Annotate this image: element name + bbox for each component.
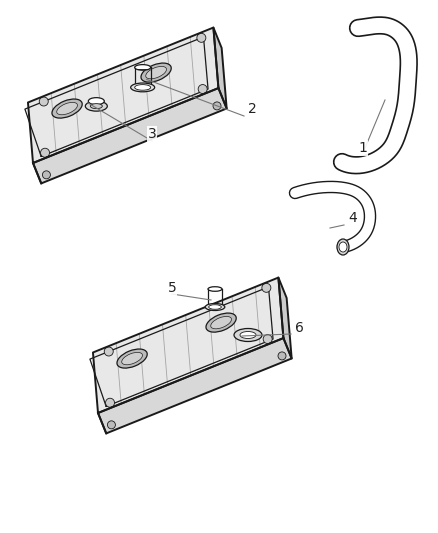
Text: 1: 1	[358, 141, 367, 155]
Ellipse shape	[208, 305, 221, 309]
Polygon shape	[28, 28, 219, 163]
Ellipse shape	[234, 328, 262, 342]
Text: 6: 6	[295, 321, 304, 335]
Text: 5: 5	[168, 281, 177, 295]
Circle shape	[42, 171, 50, 179]
Circle shape	[198, 85, 207, 94]
Polygon shape	[98, 338, 292, 433]
Ellipse shape	[131, 83, 155, 92]
Circle shape	[278, 352, 286, 360]
Polygon shape	[213, 28, 227, 109]
Ellipse shape	[208, 287, 222, 291]
Circle shape	[107, 421, 115, 429]
Polygon shape	[33, 88, 227, 183]
Ellipse shape	[339, 242, 347, 252]
Circle shape	[262, 284, 271, 292]
Polygon shape	[279, 278, 292, 359]
Circle shape	[263, 335, 272, 344]
Ellipse shape	[85, 101, 107, 111]
Ellipse shape	[205, 303, 225, 311]
Circle shape	[197, 34, 206, 42]
Circle shape	[41, 148, 49, 157]
Text: 4: 4	[348, 211, 357, 225]
Polygon shape	[93, 278, 283, 413]
Circle shape	[213, 102, 221, 110]
Ellipse shape	[141, 63, 171, 82]
Ellipse shape	[134, 64, 151, 70]
Ellipse shape	[206, 313, 236, 332]
Circle shape	[39, 97, 48, 106]
Circle shape	[106, 398, 114, 407]
Ellipse shape	[88, 98, 104, 104]
Ellipse shape	[117, 349, 147, 368]
Ellipse shape	[90, 103, 102, 109]
Text: 2: 2	[248, 102, 257, 116]
Ellipse shape	[52, 99, 82, 118]
Ellipse shape	[211, 317, 231, 329]
Ellipse shape	[337, 239, 349, 255]
Ellipse shape	[146, 67, 166, 79]
Circle shape	[104, 347, 113, 356]
Ellipse shape	[57, 102, 78, 115]
Ellipse shape	[122, 352, 142, 365]
Ellipse shape	[134, 85, 151, 90]
Text: 3: 3	[148, 127, 157, 141]
Ellipse shape	[240, 332, 256, 338]
